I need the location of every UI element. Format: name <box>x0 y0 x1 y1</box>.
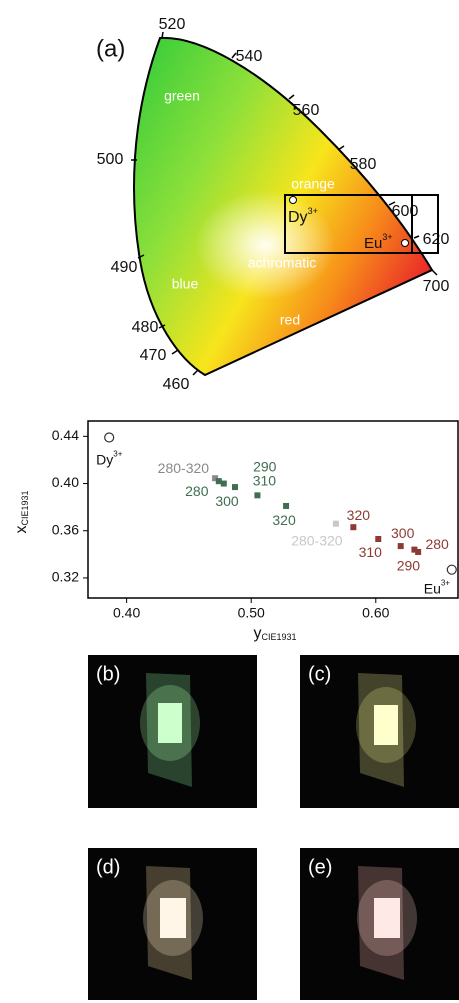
wavelength-label: 540 <box>236 48 263 65</box>
ion-name: Eu <box>364 235 382 252</box>
wavelength-label: 700 <box>423 278 450 295</box>
x-axis-symbol: y <box>253 625 261 642</box>
point-label: Eu3+ <box>424 579 451 597</box>
photo: (d) <box>88 848 257 1000</box>
point <box>283 503 289 509</box>
point-label-text: 280-320 <box>158 460 210 476</box>
photo-label: (c) <box>308 663 331 685</box>
x-tick-label: 0.60 <box>362 605 389 621</box>
ion-charge: 3+ <box>382 232 392 242</box>
point-label-text: Dy <box>96 451 113 467</box>
point-label: 280-320 <box>158 460 210 476</box>
point-label-text: Eu <box>424 580 441 596</box>
ion-charge: 3+ <box>308 206 318 216</box>
point-label: 310 <box>359 544 383 560</box>
ion-point <box>290 197 297 204</box>
point-label: 290 <box>397 557 421 573</box>
point-label: Dy3+ <box>96 450 123 468</box>
wavelength-label: 480 <box>132 319 159 336</box>
point <box>350 524 356 530</box>
region-label: blue <box>172 276 199 292</box>
point-label: 320 <box>347 507 371 523</box>
point-label-text: 310 <box>253 472 277 488</box>
point-label: 280 <box>425 536 449 552</box>
point-label-text: 320 <box>272 512 296 528</box>
point-label-text: 300 <box>391 525 415 541</box>
photo-label: (e) <box>308 856 332 878</box>
point <box>232 484 238 490</box>
wavelength-label: 560 <box>293 102 320 119</box>
point-label-text: 300 <box>215 493 239 509</box>
point-label-sup: 3+ <box>441 579 450 588</box>
point-label-text: 310 <box>359 544 383 560</box>
photo-label: (b) <box>96 663 120 685</box>
region-label: red <box>280 312 300 328</box>
region-label: achromatic <box>248 255 316 271</box>
photo: (b) <box>88 655 257 808</box>
point-label: 310 <box>253 472 277 488</box>
wavelength-label: 470 <box>140 347 167 364</box>
ion-name: Dy <box>288 209 308 226</box>
cie-diagram: (a) 520 540 560 580 600 620 700 500 490 … <box>96 16 450 393</box>
point <box>333 521 339 527</box>
panel-label: (a) <box>96 35 125 62</box>
point-label-text: 290 <box>397 557 421 573</box>
wavelength-label: 600 <box>392 203 419 220</box>
point-label-text: 320 <box>347 507 371 523</box>
y-axis-subscript: CIE1931 <box>20 490 30 525</box>
y-axis-symbol: x <box>13 526 30 534</box>
wavelength-label: 500 <box>97 151 124 168</box>
point-label: 300 <box>215 493 239 509</box>
photos: (b) (c) (d) (e) <box>88 655 459 1000</box>
ion-point <box>402 240 409 247</box>
point <box>221 481 227 487</box>
point <box>254 492 260 498</box>
figure: (a) 520 540 560 580 600 620 700 500 490 … <box>0 0 459 1003</box>
point-label: 280 <box>185 483 209 499</box>
point-label: 300 <box>391 525 415 541</box>
photo-label: (d) <box>96 856 120 878</box>
point-label-text: 280-320 <box>291 532 343 548</box>
x-axis-subscript: CIE1931 <box>261 632 296 642</box>
y-axis-label: xCIE1931 <box>13 490 30 533</box>
region-label: orange <box>291 176 335 192</box>
point-label-text: 280 <box>425 536 449 552</box>
x-tick-label: 0.50 <box>238 605 265 621</box>
photo: (e) <box>300 848 459 1000</box>
point <box>398 543 404 549</box>
y-tick-label: 0.40 <box>52 474 79 490</box>
wavelength-label: 620 <box>423 231 450 248</box>
point-label-text: 280 <box>185 483 209 499</box>
point <box>447 565 456 574</box>
point-label: 280-320 <box>291 532 343 548</box>
point-label-sup: 3+ <box>113 450 122 459</box>
x-axis-label: yCIE1931 <box>253 625 296 642</box>
wavelength-label: 580 <box>350 156 377 173</box>
point <box>415 549 421 555</box>
point <box>375 536 381 542</box>
y-tick-label: 0.36 <box>52 521 79 537</box>
point-label: 320 <box>272 512 296 528</box>
wavelength-label: 490 <box>111 259 138 276</box>
x-tick-label: 0.40 <box>113 605 140 621</box>
wavelength-label: 520 <box>159 16 186 33</box>
wavelength-label: 460 <box>163 376 190 393</box>
point <box>105 433 114 442</box>
region-label: green <box>164 88 200 104</box>
y-tick-label: 0.32 <box>52 569 79 585</box>
y-tick-label: 0.44 <box>52 427 79 443</box>
photo: (c) <box>300 655 459 808</box>
